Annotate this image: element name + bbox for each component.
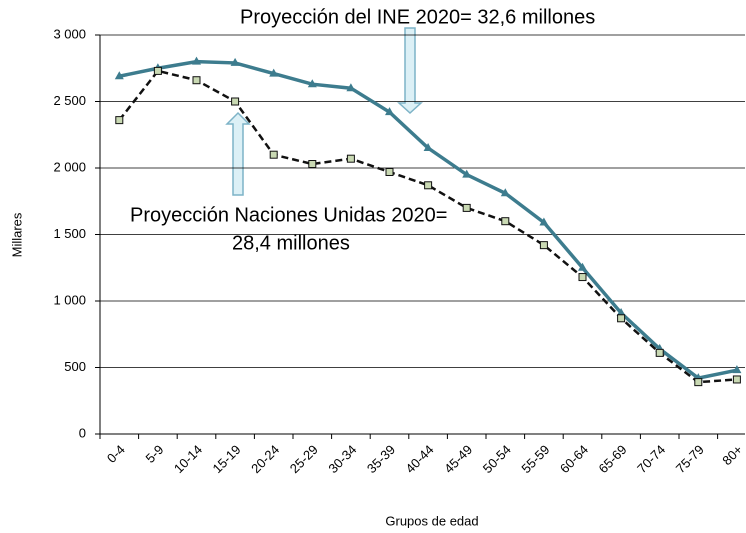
marker [231, 97, 240, 106]
x-tick-label: 65-69 [596, 442, 630, 476]
annotation: Proyección Naciones Unidas 2020= [130, 204, 447, 226]
y-axis-label: Millares [9, 212, 24, 257]
plot: 0 500 1 000 1 500 2 000 2 500 3 000 0-4 5-9 10-14… [53, 26, 745, 476]
x-tick-label: 75-79 [673, 442, 707, 476]
y-tick-label: 3 000 [53, 26, 86, 41]
marker [732, 375, 741, 384]
x-tick-label: 15-19 [210, 442, 244, 476]
y-tick-label: 1 000 [53, 292, 86, 307]
marker [192, 76, 201, 85]
marker [578, 262, 587, 271]
y-tick-label: 500 [64, 359, 86, 374]
marker [616, 307, 626, 316]
x-tick-label: 20-24 [248, 442, 282, 476]
marker [462, 169, 472, 178]
x-tick-label: 0-4 [104, 442, 128, 466]
marker [424, 181, 433, 190]
marker [732, 365, 742, 374]
marker [655, 348, 664, 357]
y-tick-label: 2 000 [53, 159, 86, 174]
marker [385, 167, 394, 176]
x-tick-label: 10-14 [171, 442, 205, 476]
marker [346, 154, 355, 163]
marker [346, 83, 356, 92]
marker [462, 203, 471, 212]
arrow-un [225, 111, 251, 196]
x-tick-label: 70-74 [634, 442, 668, 476]
marker [694, 378, 703, 387]
x-tick-label: 5-9 [143, 442, 167, 466]
marker [539, 217, 549, 226]
x-tick-label: 80+ [719, 442, 745, 468]
x-tick-label: 40-44 [403, 442, 437, 476]
x-axis-label: Grupos de edad [385, 513, 478, 528]
marker [114, 71, 124, 80]
annotation: Proyección del INE 2020= 32,6 millones [240, 6, 595, 28]
marker [501, 217, 510, 226]
arrow-ine [397, 27, 423, 115]
marker [308, 160, 317, 169]
marker [115, 116, 124, 125]
marker [230, 57, 240, 66]
marker [192, 56, 201, 65]
marker [617, 314, 626, 323]
annotation: 28,4 millones [232, 232, 350, 254]
y-tick-label: 2 500 [53, 93, 86, 108]
x-tick-label: 55-59 [518, 442, 552, 476]
marker [539, 241, 548, 250]
marker [500, 188, 510, 197]
x-tick-label: 45-49 [441, 442, 475, 476]
marker [307, 79, 317, 88]
marker [423, 143, 433, 152]
x-tick-label: 60-64 [557, 442, 591, 476]
series-line [118, 69, 737, 384]
marker [578, 273, 587, 282]
x-tick-label: 50-54 [480, 442, 514, 476]
y-tick-label: 1 500 [53, 226, 86, 241]
y-tick-label: 0 [79, 425, 86, 440]
arrows [225, 27, 423, 196]
marker [269, 68, 279, 77]
marker [385, 107, 394, 116]
x-tick-label: 25-29 [287, 442, 321, 476]
marker [269, 150, 278, 159]
x-tick-label: 35-39 [364, 442, 398, 476]
marker [153, 66, 162, 75]
x-tick-label: 30-34 [325, 442, 359, 476]
